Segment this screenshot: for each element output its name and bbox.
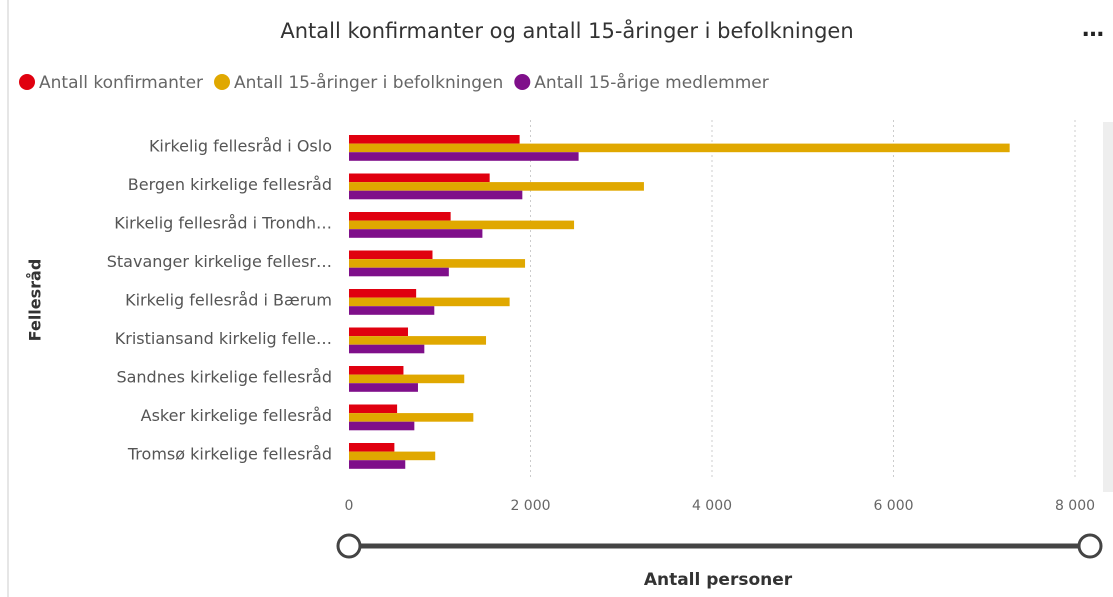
y-tick-label: Asker kirkelige fellesråd	[141, 406, 332, 425]
bar	[349, 152, 579, 161]
bar	[349, 421, 415, 431]
bar	[349, 212, 451, 221]
bar	[349, 460, 406, 469]
bar	[349, 443, 395, 452]
y-tick-label: Sandnes kirkelige fellesråd	[116, 367, 332, 386]
x-axis-title: Antall personer	[644, 570, 793, 590]
bar	[349, 374, 465, 384]
legend-label: Antall konfirmanter	[39, 73, 203, 93]
bar	[349, 229, 483, 238]
bar	[349, 383, 418, 392]
y-tick-label: Stavanger kirkelige fellesr…	[107, 252, 332, 271]
bar	[349, 190, 523, 200]
zoom-slider-handle[interactable]	[336, 533, 362, 559]
bar	[349, 267, 449, 277]
bar	[349, 173, 490, 183]
legend-marker	[514, 74, 531, 90]
bar	[349, 306, 435, 315]
bar	[349, 297, 510, 307]
x-tick-label: 6 000	[873, 498, 913, 514]
bar	[349, 259, 526, 268]
chart-title: Antall konfirmanter og antall 15-åringer…	[280, 18, 853, 43]
bar	[349, 289, 417, 298]
legend-label: Antall 15-årige medlemmer	[534, 72, 768, 93]
bar	[349, 336, 487, 345]
x-tick-label: 2 000	[510, 498, 550, 514]
legend-marker	[19, 74, 35, 90]
legend-marker	[214, 74, 231, 90]
zoom-slider-handle[interactable]	[1077, 533, 1103, 559]
bar	[349, 182, 644, 191]
y-tick-label: Kirkelig fellesråd i Trondh…	[114, 213, 332, 232]
more-options[interactable]: …	[1082, 17, 1104, 42]
bar	[349, 404, 398, 414]
x-tick-label: 4 000	[692, 498, 732, 514]
bar	[349, 143, 1010, 153]
bar	[349, 250, 433, 260]
scrollbar[interactable]	[1103, 122, 1113, 492]
legend-label: Antall 15-åringer i befolkningen	[234, 72, 503, 93]
bar	[349, 451, 436, 461]
bar	[349, 344, 425, 354]
bar	[349, 220, 575, 230]
y-tick-label: Kirkelig fellesråd i Bærum	[125, 290, 332, 309]
y-axis-title: Fellesråd	[26, 259, 45, 342]
x-tick-label: 8 000	[1055, 498, 1095, 514]
y-tick-label: Kirkelig fellesråd i Oslo	[149, 136, 332, 155]
y-tick-label: Tromsø kirkelige fellesråd	[127, 444, 332, 463]
x-tick-label: 0	[345, 498, 354, 514]
bar	[349, 366, 404, 375]
bar	[349, 135, 520, 144]
y-tick-label: Kristiansand kirkelig felle…	[115, 329, 332, 348]
bar	[349, 327, 408, 337]
y-tick-label: Bergen kirkelige fellesråd	[128, 175, 332, 194]
bar	[349, 413, 474, 422]
